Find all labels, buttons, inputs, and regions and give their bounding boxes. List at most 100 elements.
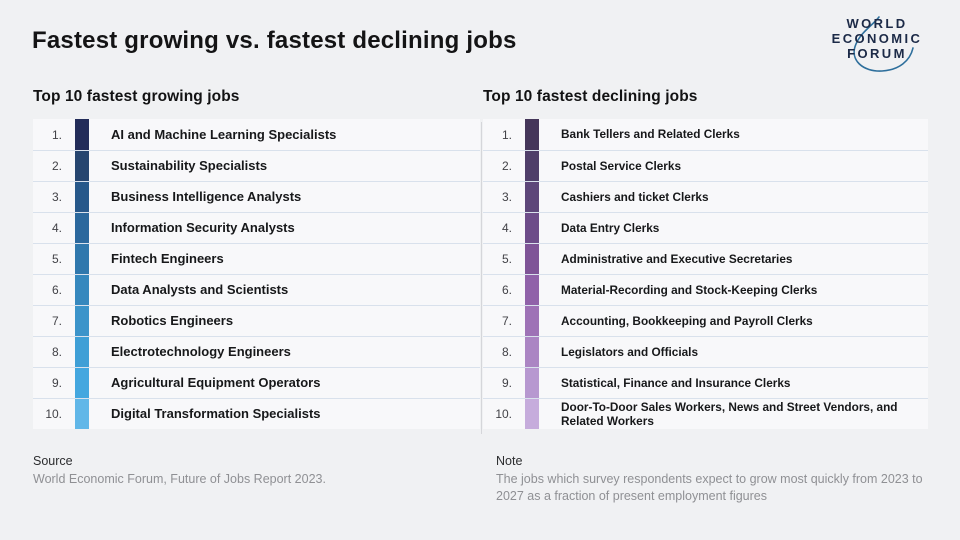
rank-color-bar xyxy=(525,244,539,274)
list-item: 4. Information Security Analysts xyxy=(33,212,480,243)
logo-text-economic: ECONOMIC xyxy=(831,31,923,47)
job-label: Door-To-Door Sales Workers, News and Str… xyxy=(561,399,898,428)
rank-number: 1. xyxy=(501,127,512,142)
job-label: Bank Tellers and Related Clerks xyxy=(561,127,740,142)
source-heading: Source xyxy=(33,454,73,468)
list-item: 6. Material-Recording and Stock-Keeping … xyxy=(483,274,928,305)
list-item: 7. Robotics Engineers xyxy=(33,305,480,336)
job-label: Legislators and Officials xyxy=(561,344,699,359)
list-item: 6. Data Analysts and Scientists xyxy=(33,274,480,305)
rank-number: 9. xyxy=(501,376,512,390)
rank-number: 7. xyxy=(51,314,62,328)
rank-color-bar xyxy=(75,151,89,181)
rank-color-bar xyxy=(75,306,89,336)
rank-number: 5. xyxy=(501,252,512,266)
rank-color-bar xyxy=(75,182,89,212)
list-item: 3. Business Intelligence Analysts xyxy=(33,181,480,212)
list-item: 5. Administrative and Executive Secretar… xyxy=(483,243,928,274)
note-block: Note The jobs which survey respondents e… xyxy=(496,453,940,506)
list-item: 1. AI and Machine Learning Specialists xyxy=(33,119,480,150)
rank-number: 9. xyxy=(51,376,62,390)
rank-number: 2. xyxy=(501,159,512,173)
column-divider xyxy=(481,122,482,434)
rank-color-bar xyxy=(525,119,539,150)
job-label: Accounting, Bookkeeping and Payroll Cler… xyxy=(561,313,813,328)
rank-number: 4. xyxy=(501,221,512,235)
rank-color-bar xyxy=(525,337,539,367)
job-label: Robotics Engineers xyxy=(111,313,234,329)
declining-jobs-section: Top 10 fastest declining jobs 1. Bank Te… xyxy=(483,88,928,429)
logo-text-world: WORLD xyxy=(846,16,908,31)
note-text: The jobs which survey respondents expect… xyxy=(496,471,923,504)
job-label: Fintech Engineers xyxy=(111,251,224,267)
list-item: 10. Door-To-Door Sales Workers, News and… xyxy=(483,398,928,429)
list-item: 2. Sustainability Specialists xyxy=(33,150,480,181)
rank-color-bar xyxy=(525,213,539,243)
list-item: 9. Agricultural Equipment Operators xyxy=(33,367,480,398)
list-item: 2. Postal Service Clerks xyxy=(483,150,928,181)
rank-color-bar xyxy=(525,399,539,429)
rank-color-bar xyxy=(525,368,539,398)
wef-logo: WORLD ECONOMIC FORUM xyxy=(820,16,934,82)
rank-color-bar xyxy=(75,368,89,398)
source-text: World Economic Forum, Future of Jobs Rep… xyxy=(33,471,326,486)
rank-number: 10. xyxy=(45,407,62,421)
rank-color-bar xyxy=(525,151,539,181)
job-label: Information Security Analysts xyxy=(111,220,295,236)
rank-number: 2. xyxy=(51,159,62,173)
rank-color-bar xyxy=(75,399,89,429)
page-title: Fastest growing vs. fastest declining jo… xyxy=(32,27,517,54)
job-label: Sustainability Specialists xyxy=(111,158,268,174)
rank-color-bar xyxy=(525,275,539,305)
source-block: Source World Economic Forum, Future of J… xyxy=(33,453,463,488)
rank-number: 5. xyxy=(51,252,62,266)
job-label: Agricultural Equipment Operators xyxy=(111,375,321,391)
rank-number: 1. xyxy=(51,127,62,142)
logo-text-forum: FORUM xyxy=(847,46,907,62)
job-label: Electrotechnology Engineers xyxy=(111,344,291,360)
job-label: Business Intelligence Analysts xyxy=(111,189,302,205)
rank-number: 6. xyxy=(51,283,62,297)
list-item: 1. Bank Tellers and Related Clerks xyxy=(483,119,928,150)
rank-color-bar xyxy=(525,306,539,336)
job-label: Data Entry Clerks xyxy=(561,220,660,235)
rank-number: 8. xyxy=(51,345,62,359)
job-label: Material-Recording and Stock-Keeping Cle… xyxy=(561,282,818,297)
rank-number: 6. xyxy=(501,283,512,297)
rank-number: 8. xyxy=(501,345,512,359)
rank-number: 4. xyxy=(51,221,62,235)
list-item: 8. Legislators and Officials xyxy=(483,336,928,367)
rank-number: 3. xyxy=(501,190,512,204)
list-item: 8. Electrotechnology Engineers xyxy=(33,336,480,367)
list-item: 9. Statistical, Finance and Insurance Cl… xyxy=(483,367,928,398)
job-label: Statistical, Finance and Insurance Clerk… xyxy=(561,375,791,390)
rank-color-bar xyxy=(75,337,89,367)
job-label: Postal Service Clerks xyxy=(561,158,682,173)
job-label: AI and Machine Learning Specialists xyxy=(111,126,337,142)
rank-number: 3. xyxy=(51,190,62,204)
growing-jobs-section: Top 10 fastest growing jobs 1. AI and Ma… xyxy=(33,88,480,429)
job-label: Digital Transformation Specialists xyxy=(111,406,321,422)
growing-jobs-list: 1. AI and Machine Learning Specialists 2… xyxy=(33,119,480,429)
rank-color-bar xyxy=(75,244,89,274)
rank-color-bar xyxy=(525,182,539,212)
declining-jobs-heading: Top 10 fastest declining jobs xyxy=(483,88,698,105)
growing-jobs-heading: Top 10 fastest growing jobs xyxy=(33,88,240,105)
list-item: 5. Fintech Engineers xyxy=(33,243,480,274)
list-item: 10. Digital Transformation Specialists xyxy=(33,398,480,429)
rank-number: 10. xyxy=(495,407,512,421)
rank-color-bar xyxy=(75,213,89,243)
logo-swoosh-icon xyxy=(853,16,914,72)
rank-color-bar xyxy=(75,275,89,305)
job-label: Cashiers and ticket Clerks xyxy=(561,189,709,204)
job-label: Data Analysts and Scientists xyxy=(111,282,289,298)
note-heading: Note xyxy=(496,454,523,468)
list-item: 4. Data Entry Clerks xyxy=(483,212,928,243)
rank-color-bar xyxy=(75,119,89,150)
declining-jobs-list: 1. Bank Tellers and Related Clerks 2. Po… xyxy=(483,119,928,429)
list-item: 3. Cashiers and ticket Clerks xyxy=(483,181,928,212)
rank-number: 7. xyxy=(501,314,512,328)
list-item: 7. Accounting, Bookkeeping and Payroll C… xyxy=(483,305,928,336)
job-label: Administrative and Executive Secretaries xyxy=(561,251,793,266)
